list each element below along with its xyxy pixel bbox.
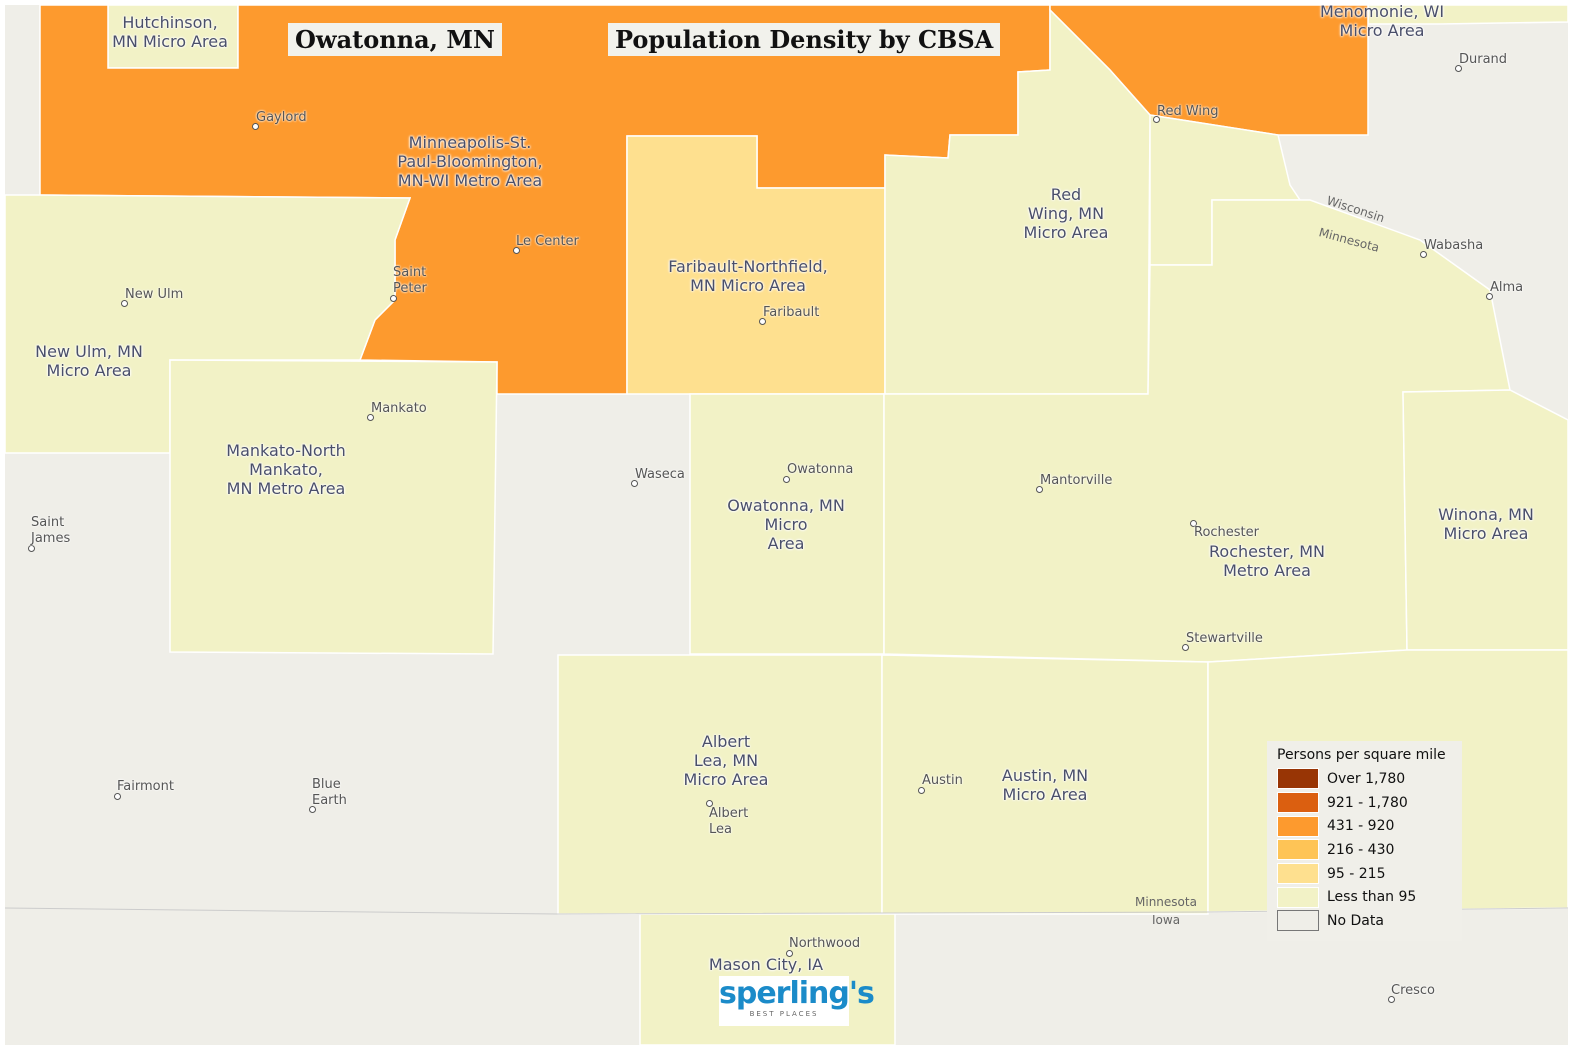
state-label-iowa: Iowa xyxy=(1152,913,1181,927)
label-red-wing: Red Wing, MN Micro Area xyxy=(1023,185,1109,242)
city-blue-earth: Blue Earth xyxy=(312,777,347,808)
legend-item: 431 - 920 xyxy=(1277,814,1462,838)
label-albert-lea: Albert Lea, MN Micro Area xyxy=(683,732,769,789)
legend: Persons per square mile Over 1,780 921 -… xyxy=(1267,741,1462,941)
area-winona[interactable] xyxy=(1402,389,1569,651)
city-le-center: Le Center xyxy=(516,234,579,249)
city-gaylord: Gaylord xyxy=(256,110,307,125)
city-owatonna: Owatonna xyxy=(787,462,854,477)
city-cresco: Cresco xyxy=(1391,983,1436,998)
legend-item: 95 - 215 xyxy=(1277,862,1462,886)
place-title: Owatonna, MN xyxy=(288,23,502,56)
label-mason-city: Mason City, IA xyxy=(708,955,824,974)
city-mantorville: Mantorville xyxy=(1040,473,1113,488)
area-new-ulm[interactable] xyxy=(4,194,412,454)
city-mankato: Mankato xyxy=(371,401,427,416)
city-alma: Alma xyxy=(1490,280,1524,295)
sperlings-logo[interactable]: sperling's BEST PLACES xyxy=(719,976,875,1026)
city-red-wing: Red Wing xyxy=(1157,104,1219,119)
city-rochester: Rochester xyxy=(1194,525,1259,540)
city-durand: Durand xyxy=(1459,52,1508,67)
label-new-ulm: New Ulm, MN Micro Area xyxy=(35,342,143,380)
city-new-ulm: New Ulm xyxy=(125,287,184,302)
label-owatonna: Owatonna, MN Micro Area xyxy=(727,496,845,553)
city-wabasha: Wabasha xyxy=(1424,238,1484,253)
city-saint-peter: Saint Peter xyxy=(393,265,427,296)
city-waseca: Waseca xyxy=(635,467,685,482)
legend-item: No Data xyxy=(1277,909,1462,933)
label-austin: Austin, MN Micro Area xyxy=(1001,766,1089,804)
state-label-minnesota-south: Minnesota xyxy=(1135,895,1197,909)
label-minneapolis: Minneapolis-St. Paul-Bloomington, MN-WI … xyxy=(397,133,543,190)
area-mankato[interactable] xyxy=(169,359,498,655)
city-austin: Austin xyxy=(922,773,963,788)
legend-title: Persons per square mile xyxy=(1277,747,1446,763)
legend-item: Less than 95 xyxy=(1277,885,1462,909)
map-title: Population Density by CBSA xyxy=(608,23,1001,56)
label-menomonie: Menomonie, WI Micro Area xyxy=(1319,2,1445,40)
city-faribault: Faribault xyxy=(763,305,820,320)
city-albert-lea: Albert Lea xyxy=(709,806,749,837)
label-faribault: Faribault-Northfield, MN Micro Area xyxy=(668,257,828,295)
city-saint-james: Saint James xyxy=(31,515,71,546)
legend-item: 216 - 430 xyxy=(1277,838,1462,862)
legend-item: Over 1,780 xyxy=(1277,767,1462,791)
legend-item: 921 - 1,780 xyxy=(1277,791,1462,815)
label-winona: Winona, MN Micro Area xyxy=(1438,505,1534,543)
city-northwood: Northwood xyxy=(789,936,861,951)
area-austin[interactable] xyxy=(881,654,1209,915)
label-mankato: Mankato-North Mankato, MN Metro Area xyxy=(226,441,346,498)
city-stewartville: Stewartville xyxy=(1186,631,1263,646)
label-rochester: Rochester, MN Metro Area xyxy=(1209,542,1325,580)
city-fairmont: Fairmont xyxy=(117,779,174,794)
label-hutchinson: Hutchinson, MN Micro Area xyxy=(112,13,228,51)
